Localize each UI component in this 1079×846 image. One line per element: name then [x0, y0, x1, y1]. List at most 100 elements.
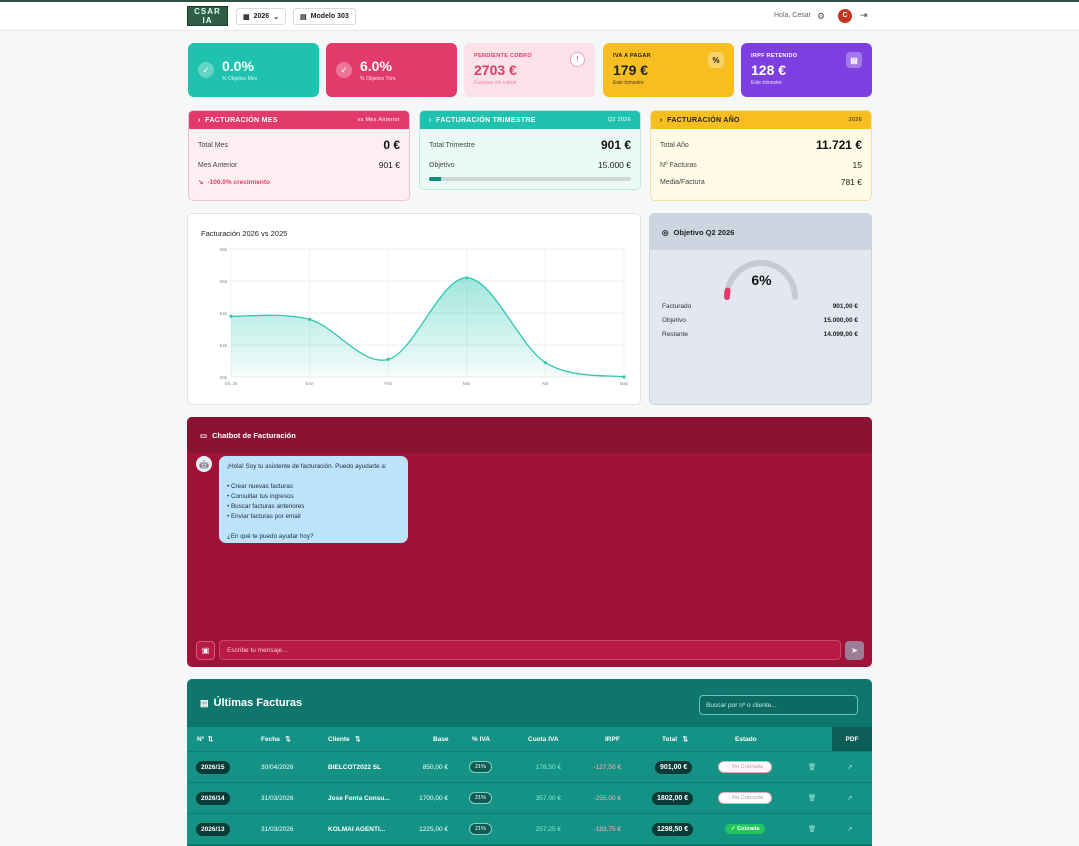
total-mes-label: Total Mes	[198, 141, 228, 149]
col-num[interactable]: Nº ⇅	[197, 727, 213, 751]
col-cuota: Cuota IVA	[528, 727, 559, 751]
num-facturas-value: 15	[852, 160, 862, 170]
col-total[interactable]: Total ⇅	[662, 727, 688, 751]
message-line: • Enviar facturas por email	[227, 513, 301, 520]
mes-anterior-label: Mes Anterior	[198, 161, 238, 169]
model-303-button[interactable]: ▤ Modelo 303	[293, 8, 356, 25]
table-row[interactable]: 2026/15 30/04/2026 BIELCOT2022 SL 850,00…	[187, 751, 872, 782]
invoice-date: 31/03/2026	[261, 825, 294, 833]
invoices-title: Últimas Facturas	[213, 697, 303, 709]
logout-icon[interactable]: ⇥	[860, 10, 868, 20]
sort-icon: ⇅	[355, 736, 361, 743]
chevron-right-icon: ›	[429, 116, 437, 124]
message-line: • Crear nuevas facturas	[227, 483, 293, 490]
greeting: Hola, Cesar	[774, 12, 811, 19]
col-base: Base	[433, 727, 449, 751]
panel-title: FACTURACIÓN MES	[205, 116, 278, 124]
objetivo-value: 15.000 €	[597, 160, 631, 170]
panel-facturacion-mes: › FACTURACIÓN MES vs Mes Anterior Total M…	[188, 110, 410, 201]
kpi-objetivo-mes: ✓ 0.0% % Objetivo Mes	[188, 43, 319, 97]
invoice-irpf: -127,50 €	[593, 763, 621, 771]
invoice-irpf: -183,75 €	[593, 825, 621, 833]
x-tick-label: Mar	[463, 381, 471, 386]
external-link-icon[interactable]: ↗	[847, 764, 853, 771]
table-row[interactable]: 2026/13 31/03/2026 KOLMAI AGENTI... 1225…	[187, 813, 872, 844]
y-tick-label: €2k	[220, 343, 228, 348]
objetivo-title: Objetivo Q2 2026	[673, 227, 735, 237]
col-irpf: IRPF	[605, 727, 620, 751]
year-selector[interactable]: ▦ 2026 ⌄	[236, 8, 287, 25]
area-fill	[231, 277, 624, 377]
kpi-value: 0.0%	[222, 58, 254, 74]
target-check-icon: ✓	[198, 62, 214, 78]
external-link-icon[interactable]: ↗	[847, 795, 853, 802]
data-point	[622, 375, 626, 379]
gauge-row-label: Objetivo	[662, 316, 686, 324]
invoice-iva: 21%	[469, 823, 493, 835]
col-label: Cliente	[328, 735, 350, 743]
chat-placeholder: Escribe tu mensaje...	[227, 646, 288, 654]
chat-bubble-icon: ▭	[200, 430, 208, 440]
avatar[interactable]: C	[838, 9, 852, 23]
panel-subtitle: 2026	[848, 117, 862, 123]
invoice-date: 31/03/2026	[261, 794, 294, 802]
kpi-label: PENDIENTE COBRO	[474, 53, 532, 59]
panel-title: FACTURACIÓN TRIMESTRE	[436, 116, 536, 124]
send-button[interactable]: ➤	[845, 641, 864, 660]
table-row[interactable]: 2026/14 31/03/2026 Jose Fonta Consu... 1…	[187, 782, 872, 813]
alert-circle-icon: !	[570, 52, 585, 67]
document-icon: ▤	[300, 13, 307, 21]
panel-subtitle: vs Mes Anterior	[357, 117, 400, 123]
invoice-date: 30/04/2026	[261, 763, 294, 771]
trash-icon[interactable]: 🗑	[808, 826, 817, 833]
invoice-total: 901,00 €	[655, 760, 693, 774]
kpi-value: 6.0%	[360, 58, 392, 74]
col-label: Cuota IVA	[528, 735, 559, 743]
trash-icon[interactable]: 🗑	[808, 795, 817, 802]
receipt-icon: ▤	[846, 52, 862, 68]
status-text: No Cobrada	[731, 795, 764, 801]
trash-icon[interactable]: 🗑	[808, 764, 817, 771]
invoice-search-input[interactable]: Buscar por nº o cliente...	[699, 695, 858, 715]
invoice-number: 2026/15	[196, 760, 230, 774]
data-point	[229, 314, 233, 318]
num-facturas-label: Nº Facturas	[660, 161, 697, 169]
target-check-icon: ✓	[336, 62, 352, 78]
external-link-icon[interactable]: ↗	[847, 826, 853, 833]
search-placeholder: Buscar por nº o cliente...	[706, 701, 777, 709]
chat-message-input[interactable]: Escribe tu mensaje...	[219, 640, 841, 660]
col-label: Base	[433, 735, 449, 743]
kpi-sub: % Objetivo Mes	[222, 76, 258, 82]
col-fecha[interactable]: Fecha ⇅	[261, 727, 291, 751]
calendar-icon: ▦	[243, 13, 250, 21]
growth-text: -100.0% crecimiento	[207, 178, 270, 186]
invoice-iva: 21%	[469, 761, 493, 773]
settings-icon[interactable]: ⚙	[817, 11, 826, 21]
total-anio-value: 11.721 €	[815, 138, 862, 152]
gauge-row-value: 15.000,00 €	[823, 316, 858, 324]
chart-card: Facturación 2026 vs 2025 €0k €2k €4k €6k €8k…	[187, 213, 641, 405]
logo-text-top: CSAR	[194, 7, 221, 16]
col-label: Estado	[735, 735, 757, 743]
col-cliente[interactable]: Cliente ⇅	[328, 727, 361, 751]
attach-image-button[interactable]: ▣	[196, 641, 215, 660]
gauge-row-label: Restante	[662, 330, 689, 338]
total-trim-value: 901 €	[600, 138, 631, 152]
invoice-cuota: 357,00 €	[535, 794, 561, 802]
model-label: Modelo 303	[310, 13, 349, 20]
kpi-label: IRPF RETENIDO	[751, 53, 798, 59]
panel-subtitle: Q2 2026	[607, 117, 631, 123]
col-estado: Estado	[735, 727, 757, 751]
status-badge[interactable]: ✓ Cobrada	[725, 824, 766, 834]
kpi-label: IVA A PAGAR	[613, 53, 651, 59]
status-badge[interactable]: ○ No Cobrada	[718, 761, 773, 773]
kpi-sub: Este trimestre	[751, 80, 782, 86]
invoice-client: Jose Fonta Consu...	[328, 794, 390, 802]
year-value: 2026	[253, 13, 270, 20]
chevron-down-icon: ⌄	[273, 13, 280, 21]
status-badge[interactable]: ○ No Cobrada	[718, 792, 773, 804]
data-point	[386, 357, 390, 361]
gauge-percent: 6%	[751, 272, 772, 288]
x-tick-label: May	[620, 381, 629, 386]
